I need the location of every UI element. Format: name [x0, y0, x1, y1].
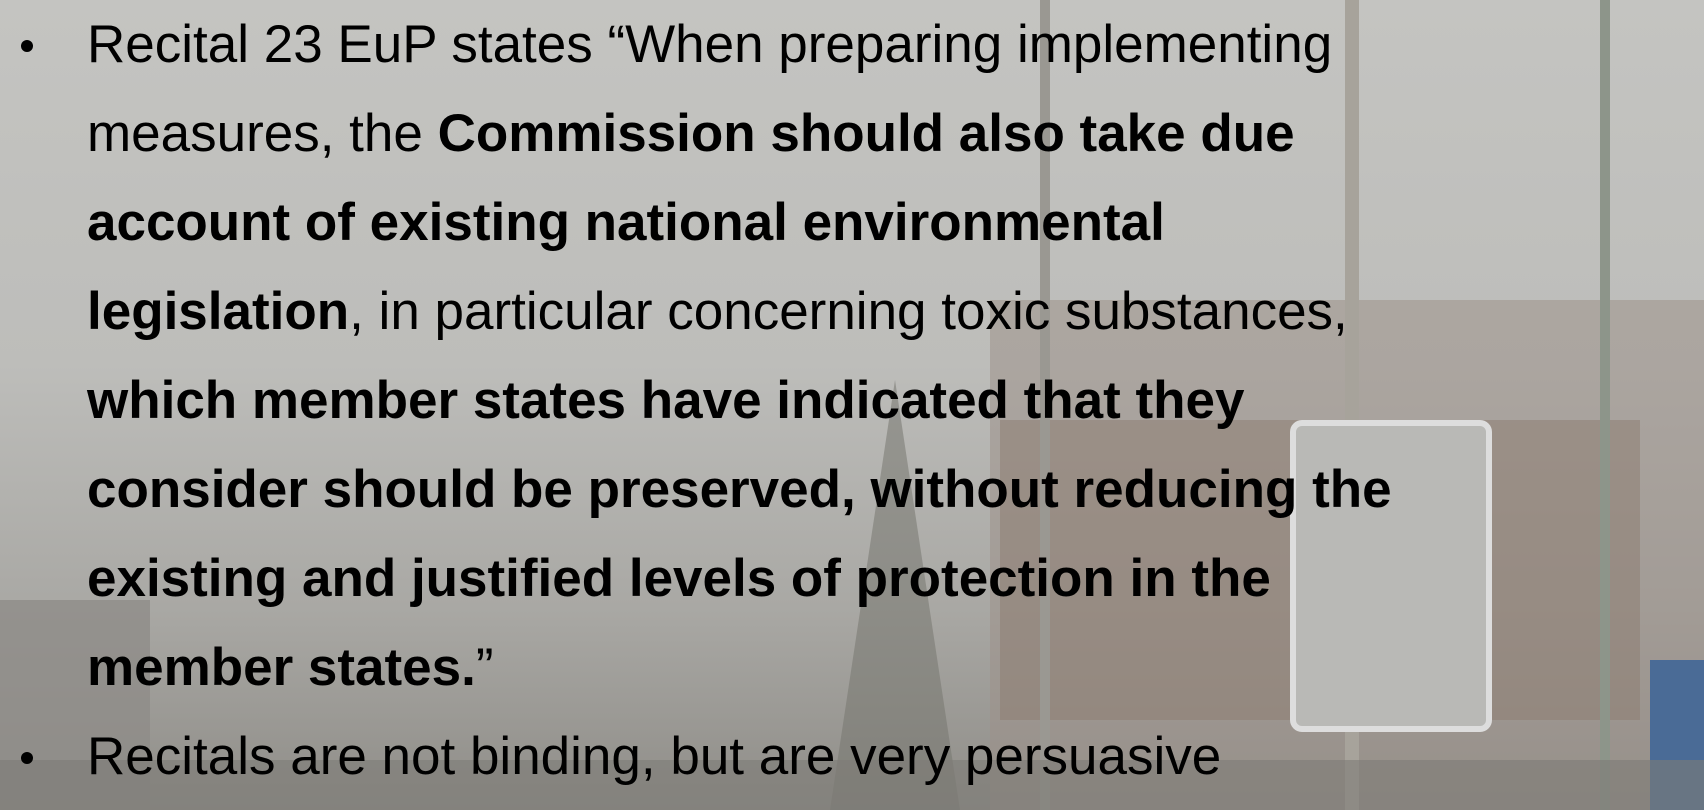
text-line: consider should be preserved, without re…	[87, 445, 1392, 534]
bullet-dot	[21, 752, 33, 764]
slide: Recital 23 EuP states “When preparing im…	[0, 0, 1704, 810]
text-line: member states.”	[87, 623, 494, 712]
bullet-dot	[21, 40, 33, 52]
text-line: Recitals are not binding, but are very p…	[87, 712, 1221, 801]
text-run: , in particular concerning toxic substan…	[349, 282, 1348, 341]
text-line: existing and justified levels of protect…	[87, 534, 1271, 623]
bold-text: account of existing national environment…	[87, 193, 1165, 252]
bold-text: member states.	[87, 638, 476, 697]
bold-text: legislation	[87, 282, 349, 341]
slide-text: Recital 23 EuP states “When preparing im…	[0, 0, 1704, 810]
text-run: measures, the	[87, 104, 438, 163]
text-run: ”	[476, 638, 494, 697]
text-line: measures, the Commission should also tak…	[87, 89, 1295, 178]
text-run: Recitals are not binding, but are very p…	[87, 727, 1221, 786]
bold-text: which member states have indicated that …	[87, 371, 1245, 430]
bold-text: Commission should also take due	[438, 104, 1295, 163]
text-line: Recital 23 EuP states “When preparing im…	[87, 0, 1332, 89]
text-run: Recital 23 EuP states “When preparing im…	[87, 15, 1332, 74]
text-line: legislation, in particular concerning to…	[87, 267, 1348, 356]
text-line: which member states have indicated that …	[87, 356, 1245, 445]
bold-text: consider should be preserved, without re…	[87, 460, 1392, 519]
text-line: account of existing national environment…	[87, 178, 1165, 267]
bold-text: existing and justified levels of protect…	[87, 549, 1271, 608]
